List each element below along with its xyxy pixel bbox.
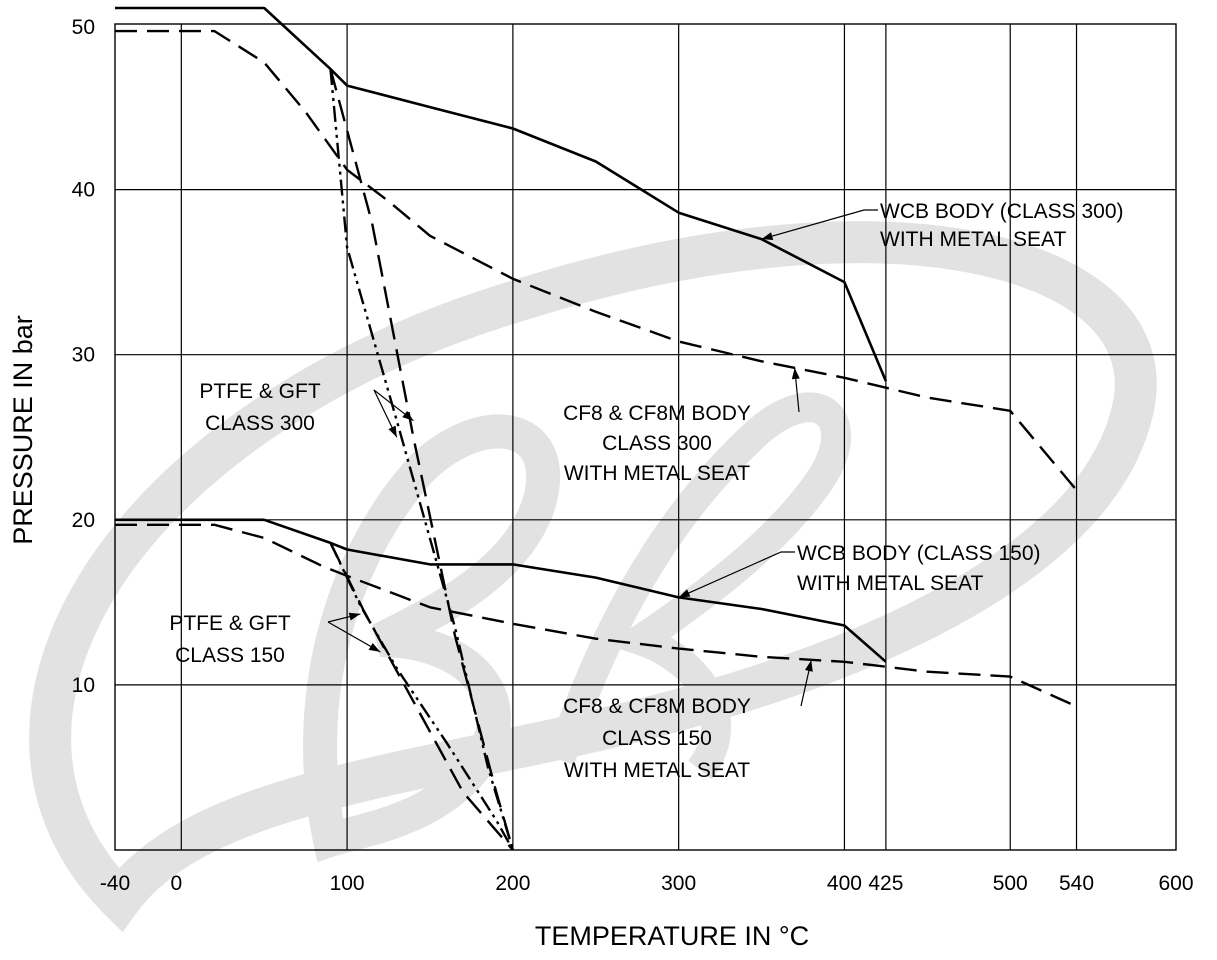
annotation-arrowhead (368, 642, 381, 652)
annotation-line: CLASS 150 (175, 644, 285, 667)
watermark-letter-k (545, 392, 852, 780)
y-tick-label: 50 (72, 16, 95, 39)
series-line-8 (329, 542, 514, 851)
annotation-line: PTFE & GFT (199, 380, 321, 403)
series-line-1 (115, 6, 888, 382)
annotation-label-5: PTFE & GFT CLASS 150 (169, 612, 291, 667)
y-tick-label: 20 (72, 509, 95, 532)
x-tick-label: 600 (1158, 872, 1193, 895)
series-line-4 (329, 68, 515, 851)
annotation-arrowhead (791, 367, 800, 380)
x-tick-label: -40 (100, 872, 130, 895)
annotation-label-3: PTFE & GFT CLASS 300 (199, 380, 321, 435)
x-tick-label: 425 (868, 872, 903, 895)
annotation-leader (678, 551, 795, 598)
annotation-arrowhead (761, 232, 774, 240)
chart-grid (114, 23, 1177, 851)
series-line-7 (329, 542, 514, 851)
annotation-line: CLASS 300 (205, 412, 315, 435)
watermark-logo (29, 221, 1157, 933)
series-line-5 (115, 518, 887, 663)
x-tick-label: 540 (1059, 872, 1094, 895)
annotation-arrowhead (678, 589, 691, 598)
annotation-line: CLASS 150 (602, 727, 712, 750)
x-tick-label: 100 (330, 872, 365, 895)
watermark-letter-b (303, 414, 561, 863)
y-tick-label: 10 (72, 674, 95, 697)
annotation-leaders (327, 209, 878, 707)
annotation-label-1: WCB BODY (CLASS 300) WITH METAL SEAT (880, 200, 1124, 251)
y-axis-title: PRESSURE IN bar (8, 315, 38, 545)
annotation-line: WITH METAL SEAT (797, 572, 983, 595)
x-tick-labels: -40 0 100 200 300 400 425 500 540 600 (100, 872, 1194, 895)
annotation-line: CF8 & CF8M BODY (563, 402, 751, 425)
y-tick-label: 40 (72, 179, 95, 202)
annotation-line: WITH METAL SEAT (880, 228, 1066, 251)
series-line-2 (115, 29, 1078, 491)
series-line-3 (329, 68, 515, 851)
annotation-line: WCB BODY (CLASS 300) (880, 200, 1124, 223)
annotation-arrowhead (388, 425, 397, 438)
annotation-line: WCB BODY (CLASS 150) (797, 542, 1041, 565)
x-tick-label: 200 (495, 872, 530, 895)
annotation-label-4: WCB BODY (CLASS 150) WITH METAL SEAT (797, 542, 1041, 595)
chart-series (115, 6, 1078, 851)
annotation-line: CF8 & CF8M BODY (563, 695, 751, 718)
y-tick-labels: 10 20 30 40 50 (72, 16, 95, 697)
annotation-line: WITH METAL SEAT (564, 759, 750, 782)
x-tick-label: 500 (993, 872, 1028, 895)
plot-frame (114, 23, 1177, 851)
annotation-arrowhead (348, 612, 361, 621)
x-tick-label: 300 (661, 872, 696, 895)
annotation-line: CLASS 300 (602, 432, 712, 455)
annotation-arrowhead (402, 410, 414, 421)
series-line-6 (115, 523, 1077, 708)
y-tick-label: 30 (72, 344, 95, 367)
x-tick-label: 0 (170, 872, 182, 895)
annotation-leader (761, 209, 878, 240)
annotation-line: PTFE & GFT (169, 612, 291, 635)
annotation-arrowhead (804, 660, 813, 672)
x-tick-label: 400 (827, 872, 862, 895)
x-axis-title: TEMPERATURE IN °C (535, 921, 809, 951)
annotation-label-2: CF8 & CF8M BODY CLASS 300 WITH METAL SEAT (563, 402, 751, 485)
annotation-label-6: CF8 & CF8M BODY CLASS 150 WITH METAL SEAT (563, 695, 751, 782)
annotation-line: WITH METAL SEAT (564, 462, 750, 485)
